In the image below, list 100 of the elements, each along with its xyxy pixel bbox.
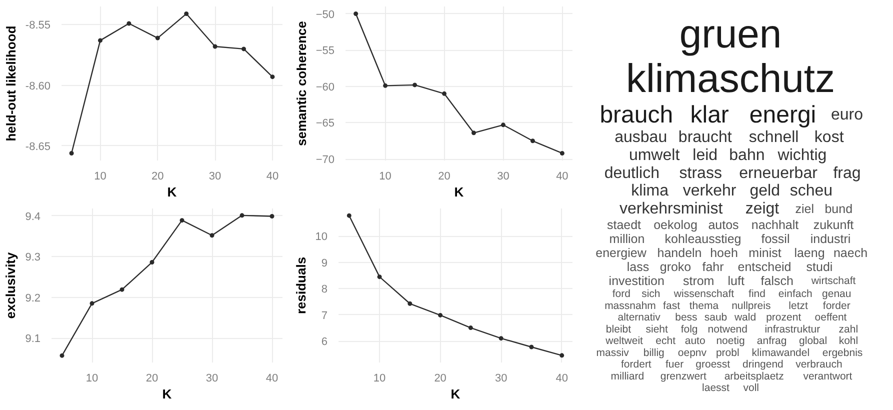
point xyxy=(98,38,102,43)
point xyxy=(560,150,564,156)
y-tick-label: -8.55 xyxy=(25,20,51,32)
text: zahl xyxy=(838,323,858,336)
text: fuer xyxy=(665,358,684,371)
text: anfrag xyxy=(756,335,787,348)
x-tick-label: 40 xyxy=(556,372,568,384)
point xyxy=(377,274,382,280)
text: fossil xyxy=(761,232,790,246)
point xyxy=(126,21,132,26)
text: sieht xyxy=(646,323,668,336)
x-tick-label: 10 xyxy=(379,170,392,182)
y-axis-title: exclusivity xyxy=(3,251,18,319)
y-tick-label: 9.1 xyxy=(25,333,41,346)
text: industri xyxy=(810,232,851,246)
text: verbrauch xyxy=(796,358,842,371)
point xyxy=(150,260,154,265)
x-tick-label: 40 xyxy=(556,170,568,182)
text: falsch xyxy=(760,274,794,288)
text: verkehrsminist xyxy=(620,200,724,218)
text: dringend xyxy=(742,358,784,371)
text: bleibt xyxy=(606,323,632,336)
y-tick-label: −70 xyxy=(316,154,335,166)
point xyxy=(442,91,447,96)
text: voll xyxy=(743,382,760,394)
text: geld xyxy=(750,182,780,200)
text: folg xyxy=(680,323,698,336)
point xyxy=(242,46,246,52)
text: arbeitsplaetz xyxy=(724,370,784,382)
text: energi xyxy=(749,102,816,129)
y-tick-label: 7 xyxy=(321,310,328,322)
y-tick-label: -8.60 xyxy=(25,80,51,92)
y-tick-label: 9.4 xyxy=(25,210,41,223)
text: global xyxy=(799,335,828,348)
text: alternativ xyxy=(618,312,662,324)
text: laeng xyxy=(794,246,825,260)
point xyxy=(155,36,160,40)
text: kost xyxy=(814,128,844,146)
text: studi xyxy=(806,260,833,274)
y-tick-label: 9.3 xyxy=(25,252,41,264)
x-tick-label: 20 xyxy=(434,372,446,384)
text: brauch xyxy=(600,102,674,129)
text: ford xyxy=(612,288,631,300)
point xyxy=(210,233,214,238)
text: bess xyxy=(675,312,698,324)
point xyxy=(438,312,443,318)
text: nachhalt xyxy=(751,218,800,232)
point xyxy=(383,83,388,88)
point xyxy=(530,138,535,144)
text: klar xyxy=(690,102,729,129)
text: investition xyxy=(608,274,664,288)
text: naech xyxy=(833,246,868,260)
y-tick-label: −60 xyxy=(316,81,335,94)
point xyxy=(498,336,504,341)
x-axis-title: K xyxy=(162,386,172,402)
point xyxy=(270,214,274,218)
text: ziel xyxy=(795,202,814,216)
text: ergebnis xyxy=(822,346,863,359)
text: frag xyxy=(833,164,861,182)
text: sich xyxy=(642,288,660,300)
text: noetig xyxy=(716,335,745,348)
x-tick-label: 20 xyxy=(438,170,450,182)
text: leid xyxy=(692,146,718,164)
text: autos xyxy=(708,218,739,232)
point xyxy=(270,74,275,80)
text: schnell xyxy=(748,128,799,146)
x-tick-label: 20 xyxy=(146,372,158,384)
point xyxy=(60,353,64,358)
text: wirtschaft xyxy=(810,275,856,288)
text: groesst xyxy=(696,358,730,371)
text: erneuerbar xyxy=(739,164,818,182)
text: massnahm xyxy=(604,300,656,312)
text: genau xyxy=(822,288,852,300)
text: billig xyxy=(643,346,665,359)
x-axis-title: K xyxy=(450,386,461,402)
text: ausbau xyxy=(614,128,668,146)
text: kohl xyxy=(838,335,858,348)
x-tick-label: 20 xyxy=(152,170,164,182)
point xyxy=(346,213,352,218)
point xyxy=(90,301,94,306)
x-tick-label: 30 xyxy=(494,372,508,384)
text: klima xyxy=(631,182,669,200)
text: zukunft xyxy=(813,218,854,232)
text: energiew xyxy=(596,246,648,260)
y-tick-label: 8 xyxy=(321,284,328,296)
text: grenzwert xyxy=(660,370,707,382)
point xyxy=(69,150,74,156)
point xyxy=(184,12,189,16)
text: fast xyxy=(663,300,680,312)
point xyxy=(500,122,506,128)
point xyxy=(468,326,473,330)
text: weltweit xyxy=(604,335,644,348)
x-tick-label: 30 xyxy=(208,170,222,182)
text: massiv xyxy=(596,346,630,359)
point xyxy=(471,130,476,136)
y-axis-title: held-out likelihood xyxy=(3,26,18,142)
text: thema xyxy=(689,300,719,312)
y-tick-label: -8.65 xyxy=(25,140,51,153)
text: gruen xyxy=(679,12,782,56)
y-tick-label: 9 xyxy=(321,257,328,270)
